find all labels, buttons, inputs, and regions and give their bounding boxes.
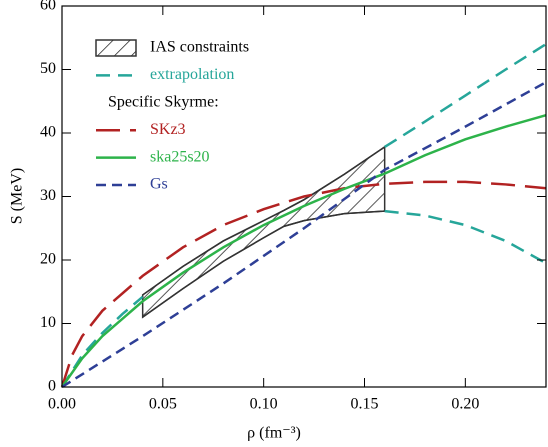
y-tick-label: 10 [40, 314, 56, 331]
y-tick-label: 30 [40, 187, 56, 204]
y-tick-label: 50 [40, 60, 56, 77]
y-tick-label: 60 [40, 0, 56, 14]
y-tick-label: 0 [48, 378, 56, 395]
legend-label: ska25s20 [150, 148, 210, 165]
y-tick-label: 20 [40, 251, 56, 268]
x-tick-label: 0.20 [451, 396, 479, 413]
series-line [61, 81, 547, 389]
x-tick-label: 0.00 [48, 396, 76, 413]
legend-heading: Specific Skyrme: [108, 93, 219, 110]
y-tick-label: 40 [40, 124, 56, 141]
y-axis-label: S (MeV) [9, 168, 26, 224]
band-upper [142, 146, 386, 296]
x-axis-label: ρ (fm⁻³) [247, 425, 301, 442]
legend-label: SKz3 [150, 121, 186, 138]
legend-band-swatch [95, 39, 137, 57]
legend-label: extrapolation [150, 66, 234, 83]
legend-label: IAS constraints [150, 39, 249, 56]
x-tick-label: 0.15 [351, 396, 379, 413]
x-tick-label: 0.05 [149, 396, 177, 413]
legend-label: Gs [150, 176, 168, 193]
band-lower [142, 210, 385, 318]
series-line [60, 114, 547, 388]
series-line [60, 180, 547, 388]
x-tick-label: 0.10 [250, 396, 278, 413]
